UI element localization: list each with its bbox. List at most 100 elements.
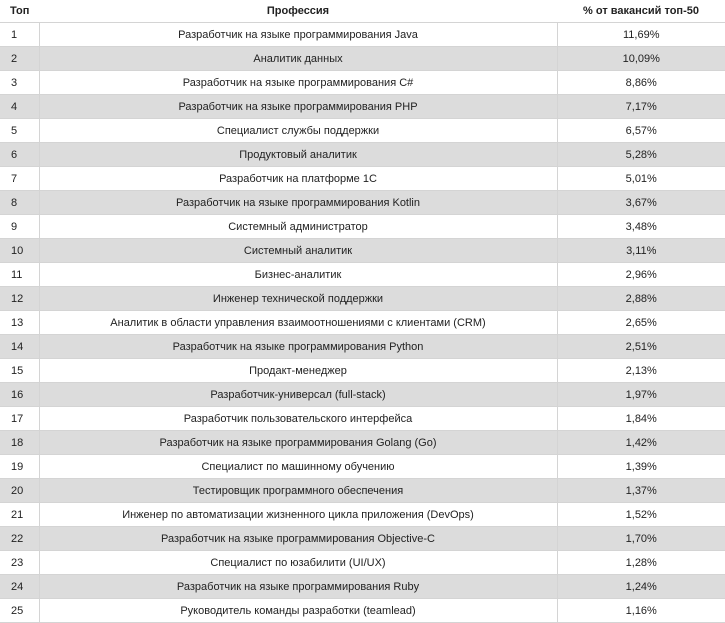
rank-cell: 8 — [0, 190, 39, 215]
table-row: 13 Аналитик в области управления взаимоот… — [0, 310, 725, 335]
profession-cell: Продуктовый аналитик — [38, 142, 558, 167]
rank-cell: 21 — [0, 502, 39, 527]
profession-cell: Разработчик на языке программирования PH… — [38, 94, 558, 119]
profession-cell: Специалист по машинному обучению — [38, 454, 558, 479]
percent-cell: 6,57% — [557, 118, 725, 143]
rank-cell: 16 — [0, 382, 39, 407]
rank-cell: 13 — [0, 310, 39, 335]
profession-cell: Разработчик на языке программирования Go… — [38, 430, 558, 455]
rank-cell: 23 — [0, 550, 39, 575]
percent-cell: 3,48% — [557, 214, 725, 239]
rank-cell: 22 — [0, 526, 39, 551]
rank-cell: 2 — [0, 46, 39, 71]
table-row: 12 Инженер технической поддержки 2,88% — [0, 286, 725, 311]
percent-cell: 2,51% — [557, 334, 725, 359]
rank-cell: 9 — [0, 214, 39, 239]
table-row: 23 Специалист по юзабилити (UI/UX) 1,28% — [0, 550, 725, 575]
percent-cell: 2,96% — [557, 262, 725, 287]
table-header: Топ Профессия % от вакансий топ-50 — [0, 0, 725, 23]
rank-cell: 11 — [0, 262, 39, 287]
table-row: 1 Разработчик на языке программирования J… — [0, 22, 725, 47]
profession-cell: Бизнес-аналитик — [38, 262, 558, 287]
percent-cell: 1,24% — [557, 574, 725, 599]
table-row: 4 Разработчик на языке программирования P… — [0, 94, 725, 119]
profession-cell: Разработчик на языке программирования Ob… — [38, 526, 558, 551]
table-row: 11 Бизнес-аналитик 2,96% — [0, 262, 725, 287]
percent-cell: 2,65% — [557, 310, 725, 335]
table-row: 2 Аналитик данных 10,09% — [0, 46, 725, 71]
table-row: 10 Системный аналитик 3,11% — [0, 238, 725, 263]
percent-cell: 1,16% — [557, 598, 725, 623]
rank-cell: 15 — [0, 358, 39, 383]
percent-cell: 2,88% — [557, 286, 725, 311]
profession-cell: Разработчик на языке программирования C# — [38, 70, 558, 95]
profession-cell: Инженер по автоматизации жизненного цикл… — [38, 502, 558, 527]
rank-cell: 18 — [0, 430, 39, 455]
percent-cell: 5,28% — [557, 142, 725, 167]
rank-cell: 25 — [0, 598, 39, 623]
profession-cell: Разработчик на платформе 1С — [38, 166, 558, 191]
header-row: Топ Профессия % от вакансий топ-50 — [0, 0, 725, 23]
percent-cell: 1,42% — [557, 430, 725, 455]
percent-cell: 3,67% — [557, 190, 725, 215]
profession-cell: Аналитик данных — [38, 46, 558, 71]
rank-cell: 19 — [0, 454, 39, 479]
percent-cell: 11,69% — [557, 22, 725, 47]
percent-cell: 8,86% — [557, 70, 725, 95]
percent-cell: 3,11% — [557, 238, 725, 263]
percent-cell: 2,13% — [557, 358, 725, 383]
table-row: 7 Разработчик на платформе 1С 5,01% — [0, 166, 725, 191]
rank-cell: 24 — [0, 574, 39, 599]
percent-cell: 10,09% — [557, 46, 725, 71]
profession-cell: Системный аналитик — [38, 238, 558, 263]
percent-cell: 5,01% — [557, 166, 725, 191]
profession-cell: Аналитик в области управления взаимоотно… — [38, 310, 558, 335]
profession-cell: Специалист по юзабилити (UI/UX) — [38, 550, 558, 575]
rank-cell: 6 — [0, 142, 39, 167]
table-row: 25 Руководитель команды разработки (teaml… — [0, 598, 725, 623]
table-body: 1 Разработчик на языке программирования J… — [0, 22, 725, 623]
profession-cell: Продакт-менеджер — [38, 358, 558, 383]
table-row: 21 Инженер по автоматизации жизненного ци… — [0, 502, 725, 527]
profession-cell: Разработчик на языке программирования Ja… — [38, 22, 558, 47]
profession-cell: Системный администратор — [38, 214, 558, 239]
header-percent: % от вакансий топ-50 — [557, 0, 725, 23]
percent-cell: 1,97% — [557, 382, 725, 407]
table-row: 20 Тестировщик программного обеспечения 1,… — [0, 478, 725, 503]
percent-cell: 1,28% — [557, 550, 725, 575]
percent-cell: 1,70% — [557, 526, 725, 551]
profession-cell: Руководитель команды разработки (teamlea… — [38, 598, 558, 623]
header-profession: Профессия — [39, 0, 557, 23]
profession-cell: Инженер технической поддержки — [38, 286, 558, 311]
table-row: 17 Разработчик пользовательского интерфей… — [0, 406, 725, 431]
rank-cell: 3 — [0, 70, 39, 95]
profession-cell: Специалист службы поддержки — [38, 118, 558, 143]
rank-cell: 4 — [0, 94, 39, 119]
table-row: 22 Разработчик на языке программирования … — [0, 526, 725, 551]
percent-cell: 1,37% — [557, 478, 725, 503]
rank-cell: 12 — [0, 286, 39, 311]
profession-cell: Разработчик на языке программирования Ko… — [38, 190, 558, 215]
rank-cell: 14 — [0, 334, 39, 359]
profession-cell: Разработчик пользовательского интерфейса — [38, 406, 558, 431]
table-row: 14 Разработчик на языке программирования … — [0, 334, 725, 359]
percent-cell: 7,17% — [557, 94, 725, 119]
rank-cell: 5 — [0, 118, 39, 143]
table-row: 6 Продуктовый аналитик 5,28% — [0, 142, 725, 167]
table-row: 16 Разработчик-универсал (full-stack) 1,97… — [0, 382, 725, 407]
profession-cell: Разработчик на языке программирования Ru… — [38, 574, 558, 599]
table-row: 15 Продакт-менеджер 2,13% — [0, 358, 725, 383]
rank-cell: 10 — [0, 238, 39, 263]
profession-cell: Тестировщик программного обеспечения — [38, 478, 558, 503]
table-row: 8 Разработчик на языке программирования K… — [0, 190, 725, 215]
table-row: 3 Разработчик на языке программирования C… — [0, 70, 725, 95]
rank-cell: 1 — [0, 22, 39, 47]
table-row: 5 Специалист службы поддержки 6,57% — [0, 118, 725, 143]
table-row: 18 Разработчик на языке программирования … — [0, 430, 725, 455]
table-row: 24 Разработчик на языке программирования … — [0, 574, 725, 599]
rank-cell: 20 — [0, 478, 39, 503]
table-row: 19 Специалист по машинному обучению 1,39% — [0, 454, 725, 479]
rank-cell: 7 — [0, 166, 39, 191]
header-rank: Топ — [0, 0, 39, 23]
